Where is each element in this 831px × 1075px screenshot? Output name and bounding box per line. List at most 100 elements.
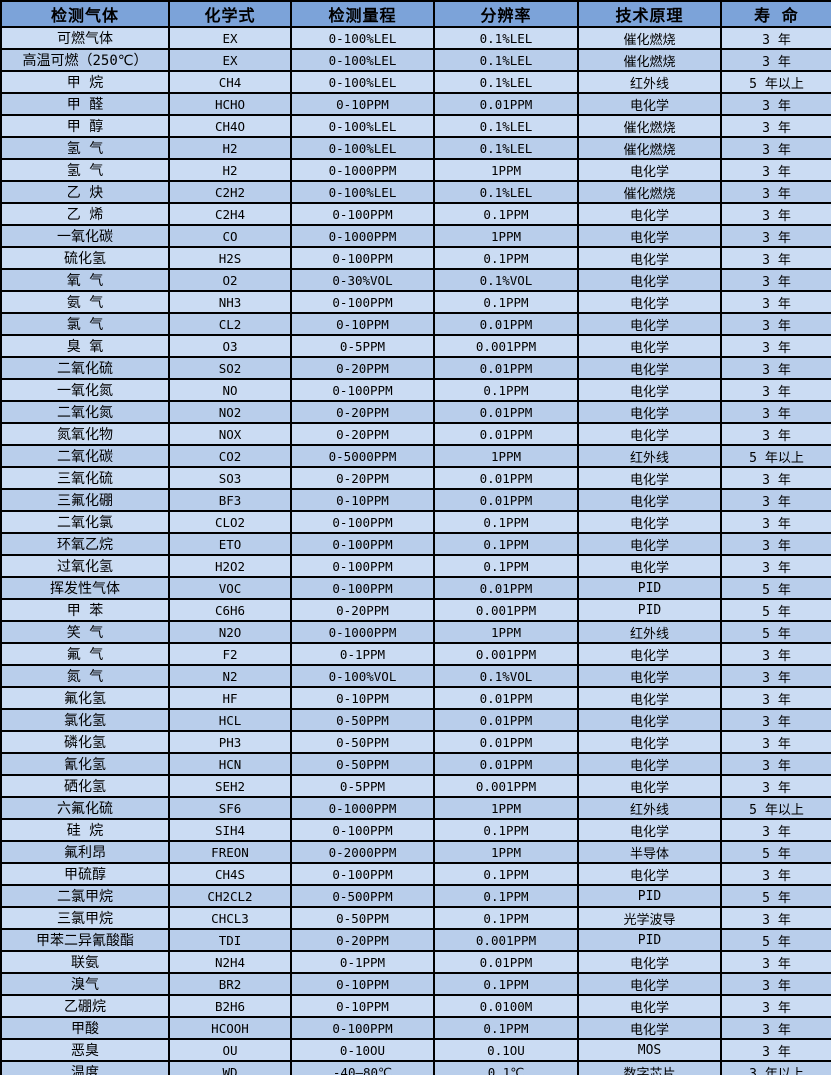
table-row: 硫化氢 H2S 0-100PPM 0.1PPM 电化学 3 年 <box>0 246 831 270</box>
table-row: 恶臭 OU 0-10OU 0.1OU MOS 3 年 <box>0 1038 831 1062</box>
cell-technical-principle: 催化燃烧 <box>577 180 722 204</box>
cell-technical-principle: 红外线 <box>577 620 722 644</box>
cell-technical-principle: PID <box>577 928 722 952</box>
cell-resolution: 0.1PPM <box>433 378 579 402</box>
cell-gas-name: 硅 烷 <box>0 818 170 842</box>
cell-detection-range: 0-5PPM <box>290 334 435 358</box>
cell-gas-name: 氮 气 <box>0 664 170 688</box>
cell-chemical-formula: N2H4 <box>168 950 292 974</box>
cell-gas-name: 甲 烷 <box>0 70 170 94</box>
cell-technical-principle: 催化燃烧 <box>577 114 722 138</box>
cell-technical-principle: 电化学 <box>577 92 722 116</box>
cell-chemical-formula: N2 <box>168 664 292 688</box>
cell-gas-name: 一氧化碳 <box>0 224 170 248</box>
cell-lifespan: 3 年 <box>720 488 831 512</box>
cell-gas-name: 乙硼烷 <box>0 994 170 1018</box>
cell-detection-range: 0-100%LEL <box>290 70 435 94</box>
header-resolution: 分辨率 <box>433 0 579 28</box>
table-row: 笑 气 N2O 0-1000PPM 1PPM 红外线 5 年 <box>0 620 831 644</box>
cell-technical-principle: 电化学 <box>577 686 722 710</box>
table-row: 二氧化碳 CO2 0-5000PPM 1PPM 红外线 5 年以上 <box>0 444 831 468</box>
table-row: 硅 烷 SIH4 0-100PPM 0.1PPM 电化学 3 年 <box>0 818 831 842</box>
cell-chemical-formula: TDI <box>168 928 292 952</box>
cell-lifespan: 3 年 <box>720 202 831 226</box>
cell-resolution: 0.01PPM <box>433 708 579 732</box>
cell-chemical-formula: ETO <box>168 532 292 556</box>
cell-gas-name: 氢 气 <box>0 158 170 182</box>
cell-gas-name: 氨 气 <box>0 290 170 314</box>
cell-lifespan: 3 年 <box>720 400 831 424</box>
cell-gas-name: 氰化氢 <box>0 752 170 776</box>
cell-gas-name: 甲 苯 <box>0 598 170 622</box>
table-row: 乙 烯 C2H4 0-100PPM 0.1PPM 电化学 3 年 <box>0 202 831 226</box>
cell-chemical-formula: O3 <box>168 334 292 358</box>
cell-gas-name: 氮氧化物 <box>0 422 170 446</box>
cell-lifespan: 3 年 <box>720 906 831 930</box>
cell-gas-name: 硫化氢 <box>0 246 170 270</box>
table-row: 甲 烷 CH4 0-100%LEL 0.1%LEL 红外线 5 年以上 <box>0 70 831 94</box>
cell-technical-principle: 催化燃烧 <box>577 48 722 72</box>
cell-technical-principle: 红外线 <box>577 796 722 820</box>
cell-detection-range: 0-2000PPM <box>290 840 435 864</box>
cell-technical-principle: 催化燃烧 <box>577 26 722 50</box>
cell-technical-principle: 电化学 <box>577 466 722 490</box>
header-range: 检测量程 <box>290 0 435 28</box>
cell-gas-name: 恶臭 <box>0 1038 170 1062</box>
cell-lifespan: 3 年 <box>720 818 831 842</box>
cell-resolution: 0.001PPM <box>433 928 579 952</box>
cell-technical-principle: 电化学 <box>577 488 722 512</box>
table-row: 挥发性气体 VOC 0-100PPM 0.01PPM PID 5 年 <box>0 576 831 600</box>
cell-gas-name: 笑 气 <box>0 620 170 644</box>
cell-lifespan: 3 年 <box>720 312 831 336</box>
cell-gas-name: 氯 气 <box>0 312 170 336</box>
cell-detection-range: 0-100PPM <box>290 554 435 578</box>
cell-lifespan: 5 年以上 <box>720 70 831 94</box>
cell-resolution: 0.1OU <box>433 1038 579 1062</box>
cell-lifespan: 3 年 <box>720 950 831 974</box>
cell-gas-name: 甲 醛 <box>0 92 170 116</box>
cell-lifespan: 3 年以上 <box>720 1060 831 1075</box>
cell-gas-name: 六氟化硫 <box>0 796 170 820</box>
cell-technical-principle: 电化学 <box>577 818 722 842</box>
cell-lifespan: 3 年 <box>720 1038 831 1062</box>
cell-lifespan: 3 年 <box>720 334 831 358</box>
cell-detection-range: 0-100PPM <box>290 290 435 314</box>
cell-gas-name: 氢 气 <box>0 136 170 160</box>
cell-lifespan: 3 年 <box>720 510 831 534</box>
cell-gas-name: 二氧化氮 <box>0 400 170 424</box>
cell-chemical-formula: HCHO <box>168 92 292 116</box>
table-row: 环氧乙烷 ETO 0-100PPM 0.1PPM 电化学 3 年 <box>0 532 831 556</box>
table-row: 甲酸 HCOOH 0-100PPM 0.1PPM 电化学 3 年 <box>0 1016 831 1040</box>
cell-resolution: 0.1%LEL <box>433 180 579 204</box>
cell-detection-range: 0-100%LEL <box>290 136 435 160</box>
cell-technical-principle: 催化燃烧 <box>577 136 722 160</box>
cell-resolution: 0.1PPM <box>433 246 579 270</box>
cell-lifespan: 3 年 <box>720 158 831 182</box>
table-row: 氯 气 CL2 0-10PPM 0.01PPM 电化学 3 年 <box>0 312 831 336</box>
cell-lifespan: 3 年 <box>720 356 831 380</box>
cell-resolution: 0.01PPM <box>433 686 579 710</box>
table-row: 六氟化硫 SF6 0-1000PPM 1PPM 红外线 5 年以上 <box>0 796 831 820</box>
cell-detection-range: 0-1PPM <box>290 950 435 974</box>
cell-resolution: 0.001PPM <box>433 334 579 358</box>
cell-chemical-formula: CH2CL2 <box>168 884 292 908</box>
cell-chemical-formula: SIH4 <box>168 818 292 842</box>
cell-gas-name: 乙 炔 <box>0 180 170 204</box>
cell-chemical-formula: H2 <box>168 136 292 160</box>
cell-resolution: 0.1%LEL <box>433 114 579 138</box>
cell-gas-name: 可燃气体 <box>0 26 170 50</box>
cell-technical-principle: 电化学 <box>577 202 722 226</box>
cell-gas-name: 甲酸 <box>0 1016 170 1040</box>
cell-resolution: 0.001PPM <box>433 642 579 666</box>
cell-detection-range: 0-20PPM <box>290 928 435 952</box>
table-row: 甲苯二异氰酸酯 TDI 0-20PPM 0.001PPM PID 5 年 <box>0 928 831 952</box>
cell-gas-name: 高温可燃（250℃） <box>0 48 170 72</box>
cell-detection-range: 0-20PPM <box>290 466 435 490</box>
cell-chemical-formula: WD <box>168 1060 292 1075</box>
cell-detection-range: 0-100PPM <box>290 510 435 534</box>
cell-detection-range: 0-100PPM <box>290 202 435 226</box>
cell-technical-principle: PID <box>577 884 722 908</box>
cell-gas-name: 三氟化硼 <box>0 488 170 512</box>
cell-gas-name: 温度 <box>0 1060 170 1075</box>
cell-technical-principle: 数字芯片 <box>577 1060 722 1075</box>
